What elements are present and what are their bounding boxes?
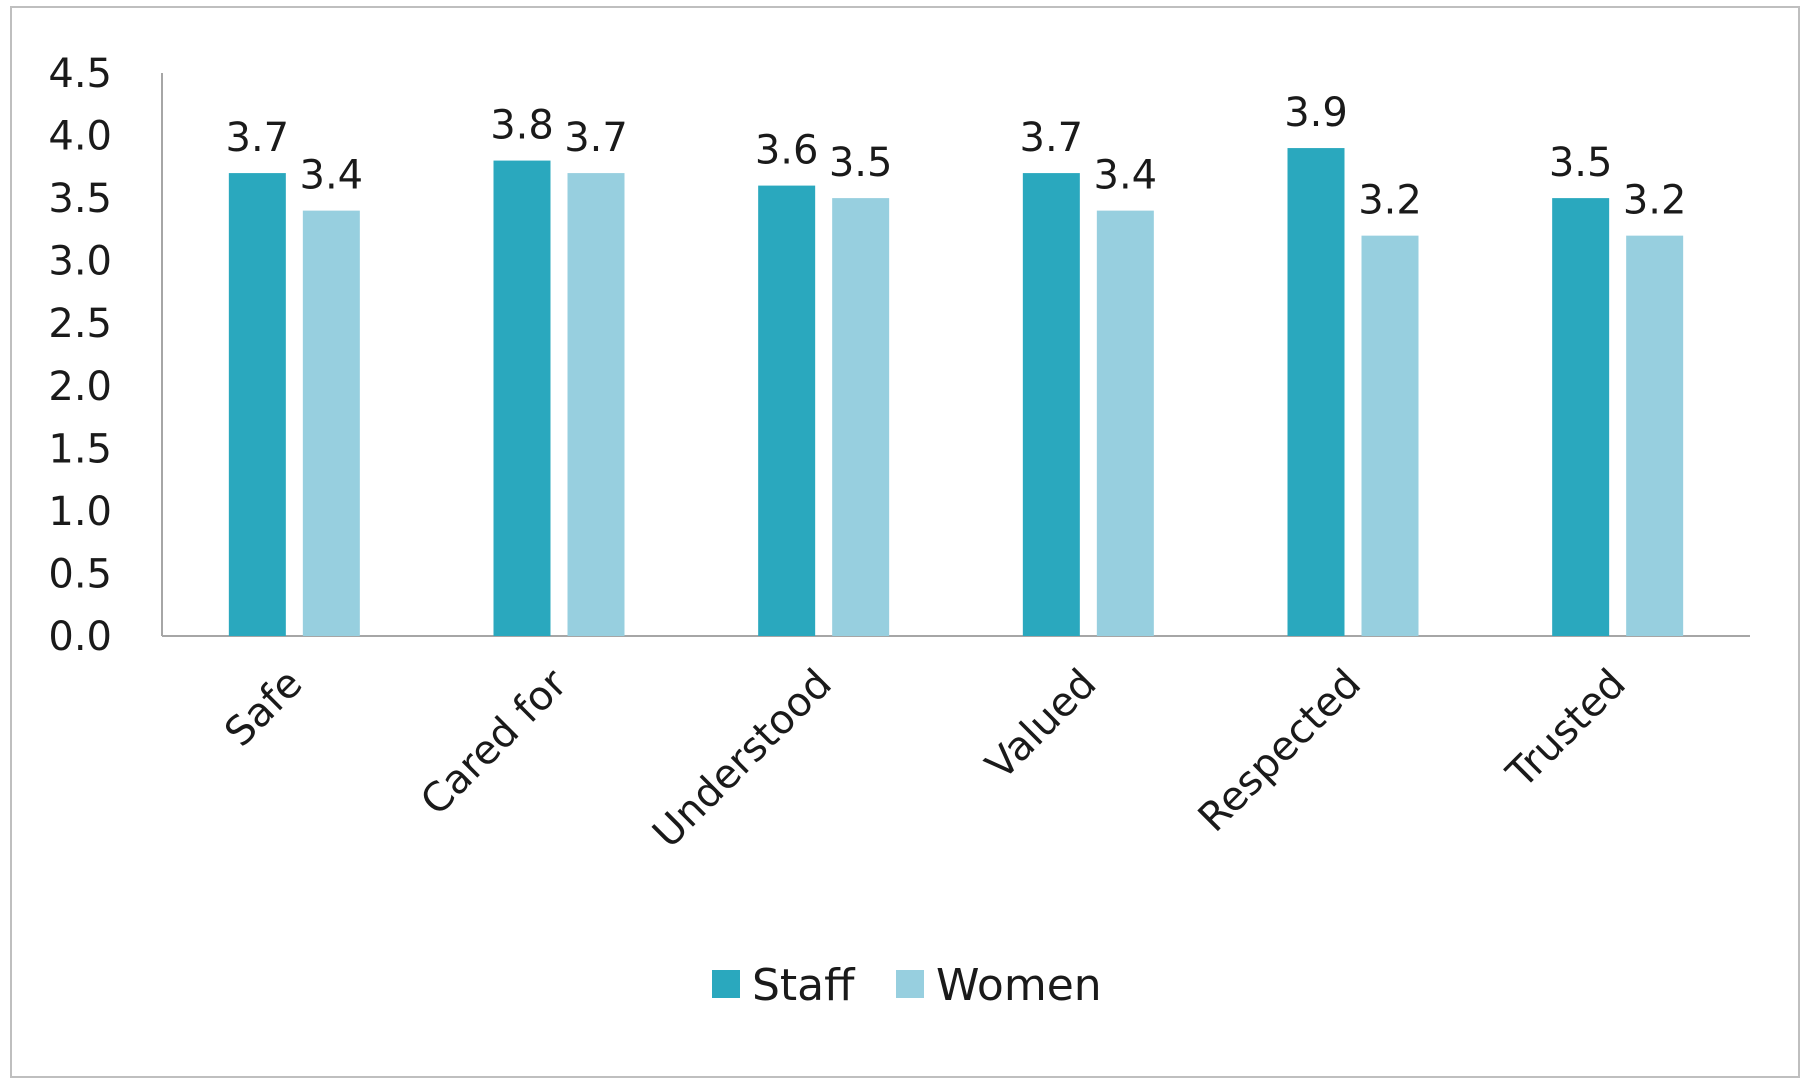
bar-women [567, 173, 625, 637]
legend-swatch-women [896, 970, 924, 998]
legend-label-staff: Staff [752, 960, 856, 1011]
data-label-staff: 3.7 [1020, 115, 1084, 161]
data-label-staff: 3.5 [1549, 140, 1613, 186]
category-label: Valued [977, 661, 1105, 789]
legend-swatch-staff [712, 970, 740, 998]
data-label-women: 3.5 [829, 140, 893, 186]
bar-staff [493, 160, 551, 637]
bar-staff [1022, 173, 1080, 637]
data-label-staff: 3.7 [226, 115, 290, 161]
y-tick-label: 4.5 [48, 51, 112, 97]
data-label-women: 3.2 [1623, 178, 1687, 224]
y-tick-label: 1.0 [48, 489, 112, 535]
y-tick-label: 0.0 [48, 614, 112, 660]
bar-women [832, 198, 890, 636]
category-label: Cared for [412, 660, 576, 824]
data-label-staff: 3.9 [1284, 90, 1348, 136]
bar-women [1096, 210, 1154, 636]
data-label-women: 3.2 [1358, 178, 1422, 224]
data-label-women: 3.7 [564, 115, 628, 161]
bar-staff [1287, 148, 1345, 637]
category-label: Safe [216, 661, 311, 756]
legend: Staff Women [712, 960, 1102, 1011]
data-label-women: 3.4 [1094, 153, 1158, 199]
y-tick-label: 2.0 [48, 364, 112, 410]
y-tick-label: 0.5 [48, 551, 112, 597]
category-labels: Safe Cared for Understood Valued Respected Tr… [216, 660, 1635, 857]
y-tick-label: 4.0 [48, 114, 112, 160]
bars [228, 148, 1684, 637]
legend-label-women: Women [936, 960, 1102, 1011]
category-label: Trusted [1498, 661, 1635, 798]
bar-women [1626, 235, 1684, 636]
data-labels: 3.73.43.8 3.7 3.6 3.53.73.43.93.23.53.2 [226, 90, 1687, 224]
data-label-staff: 3.6 [755, 128, 819, 174]
y-tick-label: 2.5 [48, 301, 112, 347]
data-label-women: 3.4 [300, 153, 364, 199]
y-tick-label: 3.5 [48, 176, 112, 222]
bar-staff [1552, 198, 1610, 636]
category-label: Respected [1190, 661, 1370, 841]
bar-staff [758, 185, 816, 636]
y-tick-label: 1.5 [48, 426, 112, 472]
bar-women [1361, 235, 1419, 636]
category-label: Understood [644, 661, 841, 858]
y-tick-label: 3.0 [48, 239, 112, 285]
y-axis: 0.0 0.5 1.0 1.5 2.0 2.5 3.0 3.5 4.0 4.5 [48, 51, 1750, 660]
bar-staff [228, 173, 286, 637]
bar-women [302, 210, 360, 636]
data-label-staff: 3.8 [490, 103, 554, 149]
